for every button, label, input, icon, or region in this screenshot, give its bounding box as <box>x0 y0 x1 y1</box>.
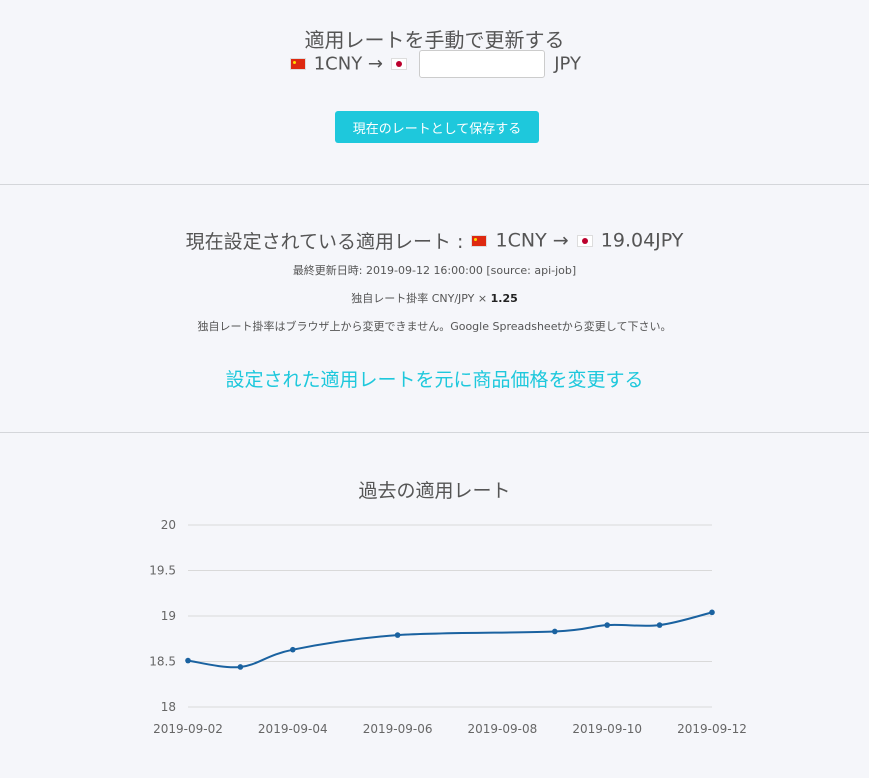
chart-title: 過去の適用レート <box>358 480 511 502</box>
markup-note: 独自レート掛率はブラウザ上から変更できません。Google Spreadshee… <box>197 320 672 333</box>
data-point <box>552 628 558 635</box>
markup-value: 1.25 <box>490 292 518 305</box>
x-tick-label: 2019-09-04 <box>258 722 328 736</box>
manual-rate-row: 1CNY → JPY <box>0 50 869 84</box>
y-tick-label: 18.5 <box>149 655 176 669</box>
rate-series-line <box>187 611 713 669</box>
data-point <box>185 657 191 664</box>
y-tick-label: 19 <box>161 609 176 623</box>
data-point <box>394 632 401 638</box>
china-flag-icon <box>291 59 305 69</box>
japan-flag-icon <box>577 235 592 246</box>
data-point <box>604 622 610 628</box>
markup-label: 独自レート掛率 CNY/JPY × <box>351 292 488 305</box>
current-to-label: 19.04JPY <box>600 229 684 252</box>
manual-rate-title: 適用レートを手動で更新する <box>304 28 565 52</box>
last-updated-text: 最終更新日時: 2019-09-12 16:00:00 [source: api… <box>292 264 577 277</box>
data-point <box>290 646 296 653</box>
x-tick-label: 2019-09-12 <box>677 722 747 736</box>
manual-rate-section: 適用レートを手動で更新する 1CNY → JPY 現在のレートとして保存する <box>0 0 869 185</box>
to-currency-label: JPY <box>554 53 581 75</box>
rate-history-chart: 18 18.5 19 19.5 20 2019-09-02 2019-09-04 2019-0… <box>149 518 747 736</box>
rate-input[interactable] <box>418 50 545 78</box>
rate-history-section: 過去の適用レート 18 18.5 19 19.5 20 2019-09-02 2019-09… <box>0 433 869 778</box>
y-tick-label: 20 <box>161 518 176 532</box>
x-tick-label: 2019-09-06 <box>363 722 433 736</box>
china-flag-icon <box>472 235 487 246</box>
x-tick-label: 2019-09-08 <box>468 722 538 736</box>
data-point <box>709 609 715 616</box>
y-tick-label: 19.5 <box>149 564 176 578</box>
current-rate-title: 現在設定されている適用レート : 1CNY → 19.04JPY <box>0 227 869 254</box>
markup-rate-text: 独自レート掛率 CNY/JPY × 1.25 <box>0 290 869 306</box>
japan-flag-icon <box>391 59 406 69</box>
save-rate-button[interactable]: 現在のレートとして保存する <box>335 111 539 143</box>
current-from-label: 1CNY → <box>495 229 569 252</box>
from-currency-label: 1CNY → <box>313 53 384 75</box>
update-prices-link[interactable]: 設定された適用レートを元に商品価格を変更する <box>225 369 644 391</box>
data-point <box>656 622 663 628</box>
current-rate-section: 現在設定されている適用レート : 1CNY → 19.04JPY 最終更新日時:… <box>0 184 869 433</box>
y-tick-label: 18 <box>161 700 176 714</box>
data-point <box>237 664 244 670</box>
current-rate-prefix: 現在設定されている適用レート : <box>185 231 464 253</box>
x-tick-label: 2019-09-02 <box>153 722 223 736</box>
x-tick-label: 2019-09-10 <box>572 722 642 736</box>
